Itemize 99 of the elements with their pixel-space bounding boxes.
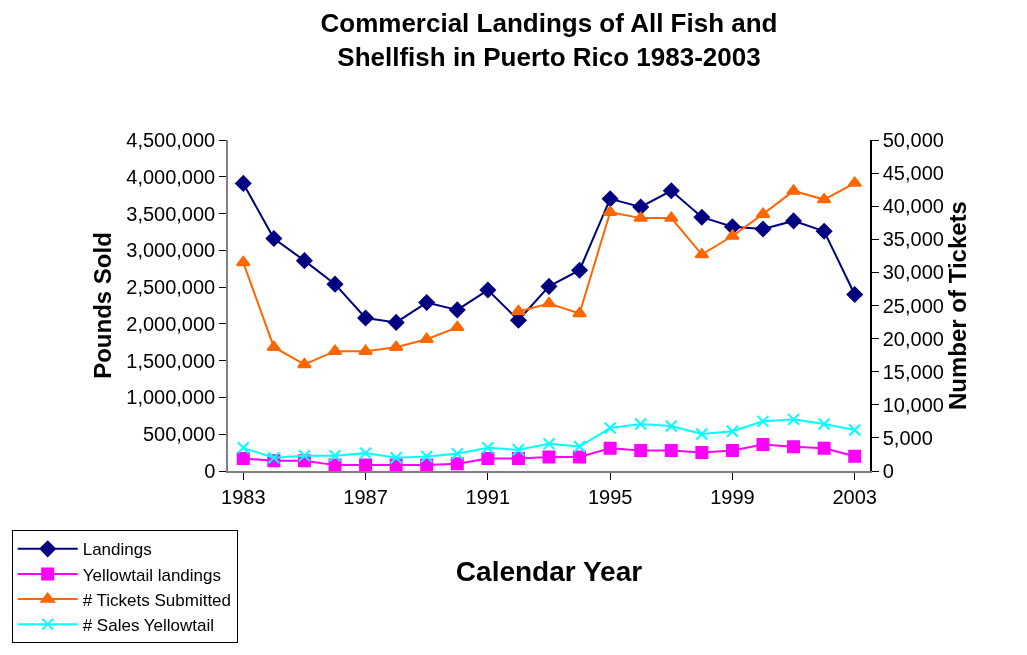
- point: [449, 301, 466, 319]
- point: [786, 184, 801, 195]
- point: [693, 209, 711, 226]
- point: [756, 438, 770, 452]
- point: [817, 441, 831, 455]
- point: [787, 440, 801, 454]
- point: [846, 286, 863, 303]
- point: [326, 276, 344, 293]
- y2-tick-label: 45,000: [882, 162, 944, 185]
- point: [603, 421, 617, 435]
- point: [817, 417, 831, 431]
- x-axis-title: Calendar Year: [455, 556, 643, 588]
- y2-tick-label: 40,000: [882, 195, 944, 218]
- y2-tick-label: 0: [882, 460, 894, 482]
- y-tick-label: 0: [204, 460, 216, 482]
- point: [754, 220, 772, 238]
- point: [511, 304, 526, 316]
- point: [235, 255, 251, 267]
- point: [664, 443, 678, 457]
- point: [449, 320, 465, 332]
- point: [420, 449, 434, 463]
- x-tick-label: 1991: [465, 485, 511, 508]
- point: [328, 449, 342, 463]
- y2-tick-label: 25,000: [882, 294, 944, 317]
- point: [603, 441, 617, 455]
- y-tick-label: 500,000: [142, 423, 216, 446]
- point: [297, 357, 312, 369]
- y-tick-label: 1,500,000: [126, 349, 216, 372]
- y2-tick-label: 20,000: [882, 327, 944, 350]
- y-tick-label: 2,000,000: [126, 312, 216, 335]
- point: [573, 450, 587, 464]
- point: [450, 457, 464, 471]
- y-tick-label: 3,500,000: [126, 202, 216, 225]
- point: [848, 423, 862, 437]
- y-tick-label: 1,000,000: [126, 386, 216, 409]
- y2-tick-label: 30,000: [882, 261, 944, 284]
- point: [756, 414, 770, 428]
- point: [573, 440, 587, 454]
- point: [542, 437, 556, 451]
- point: [634, 417, 648, 431]
- y-tick-label: 2,500,000: [126, 276, 216, 299]
- point: [236, 452, 250, 465]
- y2-tick-label: 35,000: [882, 228, 944, 251]
- point: [572, 306, 587, 318]
- point: [601, 190, 619, 207]
- point: [357, 309, 374, 327]
- chart-title: Commercial Landings of All Fish and Shellfish in Puerto Rico 1983-2003: [320, 8, 778, 72]
- point: [296, 252, 313, 269]
- point: [479, 281, 497, 299]
- x-tick-label: 1999: [710, 485, 755, 508]
- point: [236, 441, 250, 455]
- point: [481, 452, 495, 465]
- point: [418, 294, 435, 311]
- point: [359, 458, 373, 472]
- point: [634, 443, 648, 457]
- x-tick-label: 2003: [832, 485, 877, 508]
- point: [663, 182, 680, 199]
- y-axis-title: Pounds Sold: [88, 232, 116, 379]
- point: [511, 452, 525, 465]
- point: [725, 424, 739, 438]
- x-tick-label: 1995: [587, 485, 633, 508]
- point: [359, 446, 373, 460]
- x-tick-label: 1987: [343, 485, 388, 508]
- point: [450, 447, 464, 461]
- point: [511, 443, 525, 457]
- point: [632, 198, 649, 216]
- x-tick-label: 1983: [221, 485, 266, 508]
- point: [664, 419, 678, 433]
- y2-axis-title: Number of Tickets: [943, 201, 971, 410]
- point: [235, 175, 252, 192]
- point: [785, 212, 802, 230]
- point: [695, 427, 709, 441]
- point: [695, 446, 709, 460]
- legend-label: Landings: [82, 540, 152, 560]
- point: [542, 450, 556, 464]
- point: [358, 344, 373, 355]
- y2-tick-label: 50,000: [882, 129, 944, 151]
- point: [387, 314, 405, 331]
- point: [389, 451, 403, 465]
- point: [571, 262, 588, 279]
- point: [265, 230, 283, 247]
- point: [815, 223, 833, 240]
- point: [725, 229, 740, 240]
- y-tick-label: 4,000,000: [126, 165, 216, 188]
- y2-tick-label: 10,000: [882, 393, 944, 416]
- legend-label: # Tickets Submitted: [82, 590, 232, 610]
- y-tick-label: 4,500,000: [126, 129, 216, 151]
- point: [540, 278, 558, 295]
- legend-label: # Sales Yellowtail: [82, 615, 215, 635]
- point: [848, 449, 862, 463]
- point: [725, 443, 739, 457]
- point: [787, 412, 801, 426]
- y2-tick-label: 15,000: [882, 360, 944, 383]
- point: [297, 449, 311, 463]
- y-tick-label: 3,000,000: [126, 239, 216, 262]
- legend-label: Yellowtail landings: [82, 565, 221, 585]
- y2-tick-label: 5,000: [882, 426, 933, 449]
- point: [419, 332, 435, 344]
- point: [481, 441, 495, 455]
